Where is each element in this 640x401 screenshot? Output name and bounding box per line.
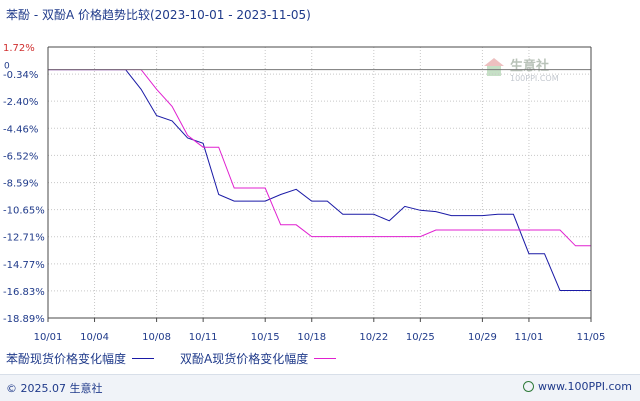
globe-icon [523,381,535,392]
x-tick-label: 11/05 [577,332,606,343]
legend: 苯酚现货价格变化幅度 双酚A现货价格变化幅度 [6,350,362,367]
chart-title: 苯酚 - 双酚A 价格趋势比较(2023-10-01 - 2023-11-05) [6,8,311,22]
legend-item-benzene[interactable]: 苯酚现货价格变化幅度 [6,350,155,367]
legend-swatch [314,358,337,359]
watermark-url: 100PPI.COM [510,74,559,83]
x-axis-ticks: 10/01 10/04 10/08 10/11 10/15 10/18 10/22 10/25… [34,318,606,343]
watermark-house-icon [484,58,504,66]
x-tick-label: 10/22 [359,332,388,343]
x-tick-label: 11/01 [515,332,544,343]
y-zero-label: 0 [4,62,10,72]
y-tick-label: -0.34% [3,70,38,81]
x-tick-label: 10/25 [406,332,435,343]
site-link[interactable]: www.100PPI.com [523,380,632,393]
axes [47,46,592,319]
y-tick-label: -10.65% [3,206,45,217]
x-tick-label: 10/04 [80,332,109,343]
y-tick-label: -6.52% [3,151,38,162]
legend-label: 双酚A现货价格变化幅度 [180,352,309,366]
watermark-name: 生意社 [510,58,549,74]
grid-lines [47,46,592,319]
series-line-bpa [48,69,591,247]
series-line-benzene [48,69,591,291]
x-tick-label: 10/15 [251,332,280,343]
site-url: www.100PPI.com [538,380,632,393]
y-tick-label: -16.83% [3,287,45,298]
watermark-house-icon [487,66,501,76]
series-lines [48,69,591,291]
x-tick-label: 10/11 [189,332,218,343]
y-tick-label: -4.46% [3,124,38,135]
x-tick-label: 10/08 [142,332,171,343]
y-tick-label: -8.59% [3,179,38,190]
y-axis-ticks: 1.72% -0.34% -2.40% -4.46% -6.52% -8.59% -10.6… [3,43,45,325]
legend-label: 苯酚现货价格变化幅度 [6,352,127,366]
y-tick-label: -12.71% [3,233,45,244]
copyright-text: © 2025.07 生意社 [6,382,103,395]
footer-bar: © 2025.07 生意社 www.100PPI.com [0,374,640,401]
y-tick-label: -18.89% [3,314,45,325]
x-tick-label: 10/29 [468,332,497,343]
y-tick-label: -14.77% [3,260,45,271]
legend-swatch [132,358,155,359]
y-tick-label: -2.40% [3,97,38,108]
y-tick-label: 1.72% [3,43,35,54]
legend-item-bpa[interactable]: 双酚A现货价格变化幅度 [180,350,337,367]
x-tick-label: 10/01 [34,332,63,343]
x-tick-label: 10/18 [297,332,326,343]
